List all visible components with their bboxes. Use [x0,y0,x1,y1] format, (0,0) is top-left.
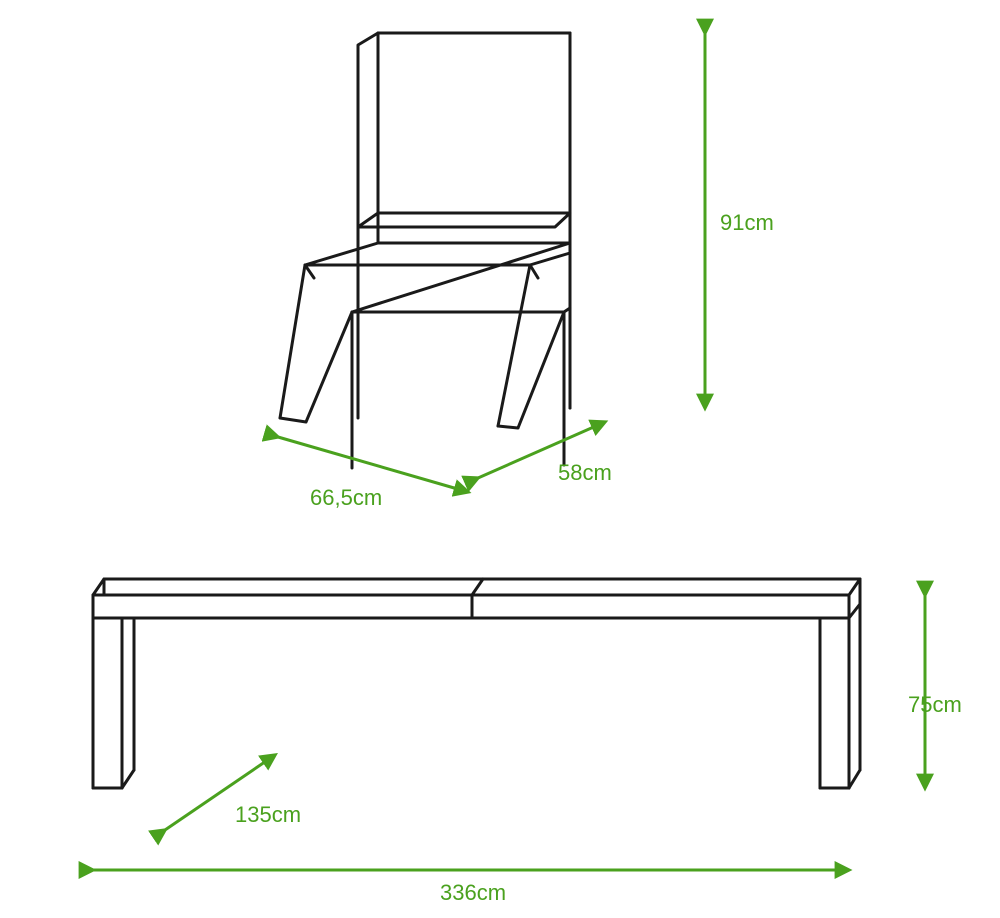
chair-height-label: 91cm [720,210,774,235]
chair-width-label: 66,5cm [310,485,382,510]
table-height-label: 75cm [908,692,962,717]
furniture-dimensions-diagram: 91cm 58cm 66,5cm 75cm 336cm 135cm [0,0,1000,918]
table-length-label: 336cm [440,880,506,905]
table-outline [93,579,860,788]
chair-width-arrow [278,437,468,492]
chair-depth-label: 58cm [558,460,612,485]
chair-outline [280,33,570,468]
table-depth-label: 135cm [235,802,301,827]
